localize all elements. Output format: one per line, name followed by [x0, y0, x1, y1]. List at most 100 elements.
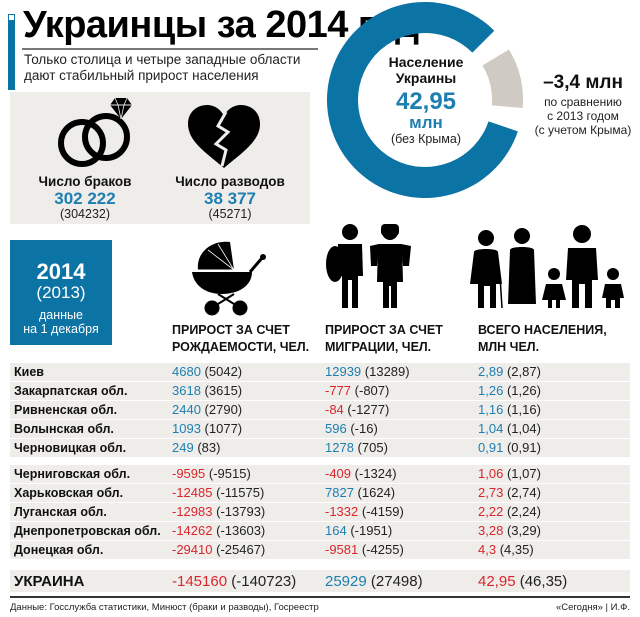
column-header-total-line-1: ВСЕГО НАСЕЛЕНИЯ, [478, 323, 607, 337]
delta-note-line-2: с 2013 годом [547, 109, 619, 123]
cell-total: 4,3 (4,35) [478, 542, 534, 557]
cell-total-previous: (2,24) [506, 504, 541, 519]
year-legend-box: 2014 (2013) данные на 1 декабря [10, 240, 112, 345]
column-header-births-line-2: РОЖДАЕМОСТИ, ЧЕЛ. [172, 340, 310, 354]
cell-birth-previous: (-13793) [216, 504, 266, 519]
cell-total-previous: (1,07) [506, 466, 541, 481]
cell-migr-value: 164 [325, 523, 347, 538]
cell-total: 2,22 (2,24) [478, 504, 541, 519]
cell-migr-previous: (-1951) [350, 523, 393, 538]
cell-migr-value: -777 [325, 383, 352, 398]
marriages-value: 302 222 [54, 189, 116, 208]
cell-total-value: 42,95 [478, 573, 516, 590]
cell-birth: -12485 (-11575) [172, 485, 264, 500]
cell-total-value: 1,16 [478, 402, 504, 417]
cell-total-value: 0,91 [478, 440, 504, 455]
cell-migr-previous: (-4255) [361, 542, 404, 557]
cell-birth: 2440 (2790) [172, 402, 242, 417]
cell-migr-previous: (27498) [370, 573, 423, 590]
cell-migr: -409 (-1324) [325, 466, 397, 481]
population-note: (без Крыма) [391, 132, 461, 146]
cell-birth-previous: (-140723) [231, 573, 297, 590]
year-note-line-2: на 1 декабря [23, 322, 99, 336]
cell-total-previous: (4,35) [499, 542, 534, 557]
cell-birth-previous: (5042) [204, 364, 243, 379]
region-name: Луганская обл. [14, 505, 107, 519]
cell-total: 1,04 (1,04) [478, 421, 541, 436]
cell-total-value: 2,73 [478, 485, 504, 500]
table-row: Харьковская обл. -12485 (-11575) 7827 (162… [10, 484, 630, 502]
cell-migr-value: -9581 [325, 542, 359, 557]
migrants-icon [326, 224, 411, 308]
delta-note-line-3: (с учетом Крыма) [534, 123, 632, 137]
cell-migr-value: -84 [325, 402, 344, 417]
column-header-total-line-2: МЛН ЧЕЛ. [478, 340, 540, 354]
table-row: Ривненская обл. 2440 (2790) -84 (-1277) 1,1… [10, 401, 630, 419]
table-row: Черновицкая обл. 249 (83) 1278 (705) 0,91 (… [10, 439, 630, 457]
cell-birth-value: -9595 [172, 466, 206, 481]
cell-total: 0,91 (0,91) [478, 440, 541, 455]
table-row: Черниговская обл. -9595 (-9515) -409 (-132… [10, 465, 630, 483]
region-name: Донецкая обл. [14, 543, 104, 557]
cell-migr-value: 12939 [325, 364, 362, 379]
cell-migr: 596 (-16) [325, 421, 378, 436]
cell-total-previous: (1,26) [506, 383, 541, 398]
population-donut [327, 2, 523, 199]
region-name: Волынская обл. [14, 422, 114, 436]
cell-total: 1,06 (1,07) [478, 466, 541, 481]
cell-birth: -14262 (-13603) [172, 523, 265, 538]
family-icon [470, 225, 624, 309]
footer-divider [10, 596, 630, 598]
title-accent-square [9, 15, 14, 20]
cell-migr: 1278 (705) [325, 440, 388, 455]
cell-migr-previous: (-16) [350, 421, 378, 436]
region-name: Черновицкая обл. [14, 441, 127, 455]
column-header-migration-line-1: ПРИРОСТ ЗА СЧЕТ [325, 323, 443, 337]
population-unit: млн [409, 113, 443, 132]
population-delta: –3,4 млн [543, 72, 623, 93]
subtitle-line-2: дают стабильный прирост населения [24, 68, 259, 83]
cell-total: 3,28 (3,29) [478, 523, 541, 538]
cell-migr: -84 (-1277) [325, 402, 389, 417]
cell-migr-value: 25929 [325, 573, 367, 590]
column-header-migration: ПРИРОСТ ЗА СЧЕТ МИГРАЦИИ, ЧЕЛ. [325, 322, 443, 356]
divorces-label: Число разводов [175, 174, 285, 189]
column-header-births: ПРИРОСТ ЗА СЧЕТ РОЖДАЕМОСТИ, ЧЕЛ. [172, 322, 309, 356]
table-row: Киев 4680 (5042) 12939 (13289) 2,89 (2,87) [10, 363, 630, 381]
title-divider [22, 48, 318, 50]
region-name: Черниговская обл. [14, 467, 131, 481]
cell-total-value: 1,26 [478, 383, 504, 398]
population-label-line-1: Население [388, 54, 464, 70]
cell-total-value: 2,22 [478, 504, 504, 519]
cell-total: 1,26 (1,26) [478, 383, 541, 398]
cell-birth-value: 3618 [172, 383, 201, 398]
footer-source: Данные: Госслужба статистики, Минюст (бр… [10, 602, 319, 613]
cell-total-value: 4,3 [478, 542, 497, 557]
divorces-value: 38 377 [204, 189, 256, 208]
cell-birth-previous: (-25467) [216, 542, 266, 557]
table-row: Донецкая обл. -29410 (-25467) -9581 (-4255… [10, 541, 630, 559]
table-row: Луганская обл. -12983 (-13793) -1332 (-415… [10, 503, 630, 521]
year-current: 2014 [36, 259, 86, 284]
cell-birth-value: -12983 [172, 504, 213, 519]
region-name: Киев [14, 365, 44, 379]
cell-migr-previous: (705) [357, 440, 388, 455]
cell-birth-previous: (-13603) [216, 523, 266, 538]
marriages-previous: (304232) [59, 207, 111, 221]
cell-birth: 249 (83) [172, 440, 220, 455]
cell-migr-previous: (13289) [364, 364, 410, 379]
cell-total: 1,16 (1,16) [478, 402, 541, 417]
cell-migr: 7827 (1624) [325, 485, 395, 500]
cell-migr: -777 (-807) [325, 383, 389, 398]
cell-birth-previous: (2790) [204, 402, 243, 417]
cell-migr-value: -409 [325, 466, 352, 481]
cell-birth-previous: (-11575) [216, 485, 265, 500]
cell-migr: 164 (-1951) [325, 523, 392, 538]
cell-birth-previous: (1077) [204, 421, 243, 436]
population-label-line-2: Украины [395, 70, 457, 86]
region-name: Закарпатская обл. [14, 384, 128, 398]
cell-total-value: 3,28 [478, 523, 504, 538]
cell-migr-value: -1332 [325, 504, 359, 519]
cell-migr: -9581 (-4255) [325, 542, 404, 557]
title-accent-bar [8, 14, 15, 90]
